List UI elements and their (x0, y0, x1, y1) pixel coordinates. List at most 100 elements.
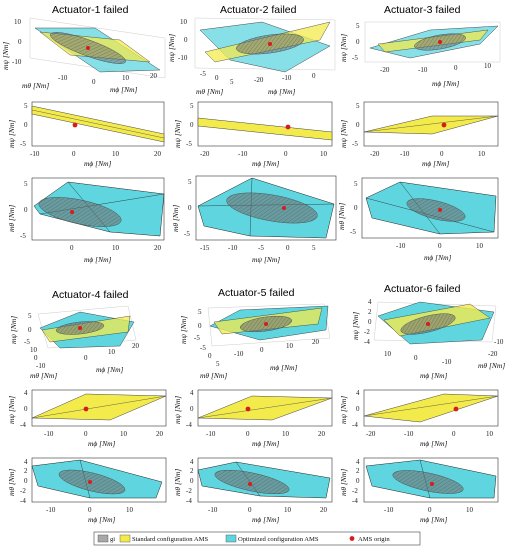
a5-x1b-t0: -10 (234, 350, 244, 358)
a6-side-ylabel: mθ [Nm] (339, 469, 348, 496)
a1-x2-t3: 20 (154, 150, 162, 158)
a2-x1b-t2: 0 (312, 72, 316, 80)
plot-a4-side (31, 457, 167, 503)
plot-a4-top (31, 389, 167, 427)
a6-y2-t0: 4 (356, 389, 360, 397)
a1-side-ylabel: mθ [Nm] (7, 205, 16, 232)
a4-y3-t4: -4 (20, 497, 26, 505)
a6-side-xlabel: mϕ [Nm] (420, 515, 448, 524)
a1-x2-t0: -10 (30, 150, 40, 158)
a2-y2-t2: -5 (186, 140, 192, 148)
a6-y1-t4: -4 (364, 338, 370, 346)
a5-x2-t1: 0 (246, 430, 250, 438)
a3-top-ylabel: mψ [Nm] (339, 120, 348, 148)
a5-y1-t2: -5 (194, 334, 200, 342)
a3-x2-t3: 10 (478, 150, 486, 158)
a2-y2-t1: 0 (190, 121, 194, 129)
a2-3d-ylabel: mψ [Nm] (167, 34, 176, 62)
a5-y3-t4: -4 (186, 497, 192, 505)
a6-x1b-t2: -10 (442, 358, 452, 366)
a6-top-xlabel: mϕ [Nm] (420, 439, 448, 448)
a2-x1a-t0: -5 (200, 70, 206, 78)
a4-side-xlabel: mϕ [Nm] (88, 515, 116, 524)
a4-x2-t1: 0 (84, 430, 88, 438)
a1-x1a-t0: -10 (58, 74, 68, 82)
plot-a1-top (31, 101, 165, 147)
a2-x2-t3: 10 (320, 150, 328, 158)
a1-y2-t0: 5 (24, 102, 28, 110)
plot-a1-side (31, 177, 165, 241)
a6-y3-t3: -2 (352, 487, 358, 495)
a4-top-ylabel: mψ [Nm] (7, 396, 16, 424)
a1-side-xlabel: mϕ [Nm] (84, 255, 112, 264)
a1-x1b-t2: 20 (150, 72, 158, 80)
a3-y3-t0: 5 (354, 180, 358, 188)
a5-3d-ylabel: mψ [Nm] (179, 316, 188, 344)
a4-x2-t0: -10 (44, 430, 54, 438)
a6-x2-t1: -10 (404, 430, 414, 438)
a2-x3-t2: -5 (258, 244, 264, 252)
a1-3d-xlabel2: mϕ [Nm] (110, 85, 138, 94)
a3-side-ylabel: mθ [Nm] (337, 203, 346, 230)
plot-a6-top (363, 389, 499, 427)
a1-y1-t2: -10 (12, 58, 22, 66)
a4-x1b-t0: 0 (84, 354, 88, 362)
a6-3d-xlabel: mϕ [Nm] (420, 371, 448, 380)
a1-y1-t1: 0 (18, 38, 22, 46)
legend: gi Standard configuration AMS Optimized … (93, 531, 421, 546)
a4-y1-t1: 0 (28, 326, 32, 334)
a2-x3-t1: -10 (228, 244, 238, 252)
a5-3d-xlabel: mθ [Nm] (200, 371, 227, 380)
a2-x1b-t1: -10 (282, 74, 292, 82)
a6-y1-t1: 2 (368, 308, 372, 316)
a5-y2-t4: -4 (186, 421, 192, 429)
a3-y2-t0: 5 (356, 102, 360, 110)
a1-x3-t1: 10 (112, 244, 120, 252)
a1-x3-t0: 0 (70, 244, 74, 252)
a5-3d-xlabel2: mϕ [Nm] (270, 363, 298, 372)
plot-a6-3d (373, 301, 497, 345)
a2-y3-t0: 5 (188, 178, 192, 186)
a1-x1b-t1: 10 (122, 74, 130, 82)
a5-x3-t1: 0 (248, 506, 252, 514)
a2-y2-t0: 5 (190, 102, 194, 110)
a4-y3-t0: 4 (24, 458, 28, 466)
plot-a2-side (195, 175, 337, 241)
a6-y3-t2: 0 (356, 477, 360, 485)
plot-a3-side (361, 177, 499, 239)
a5-x1a-t0: -5 (200, 344, 206, 352)
a4-x2-t3: 20 (156, 430, 164, 438)
plot-a5-top (197, 389, 333, 427)
legend-swatch-g (97, 534, 109, 543)
a3-x1-t0: -20 (380, 66, 390, 74)
a3-y2-t1: 0 (356, 121, 360, 129)
plot-a3-3d (364, 21, 501, 63)
a4-3d-xlabel: mθ [Nm] (30, 371, 57, 380)
legend-swatch-standard (119, 534, 131, 543)
a2-x1a-t2: 5 (230, 78, 234, 86)
a4-x3-t2: 10 (126, 506, 134, 514)
a5-x3-t3: 20 (320, 506, 328, 514)
title-actuator-4: Actuator-4 failed (52, 289, 129, 301)
a1-x1a-t1: 0 (92, 78, 96, 86)
a3-x2-t2: 0 (440, 150, 444, 158)
a3-y2-t2: -5 (352, 140, 358, 148)
a4-y2-t2: 0 (24, 405, 28, 413)
a5-y3-t3: -2 (186, 487, 192, 495)
legend-label-standard: Standard configuration AMS (132, 536, 209, 543)
a4-y1-t2: -5 (24, 338, 30, 346)
a4-y1-t0: 5 (28, 312, 32, 320)
a5-x3-t2: 10 (284, 506, 292, 514)
legend-label-optimized: Optimized configuration AMS (238, 536, 319, 543)
a6-y2-t2: 0 (356, 405, 360, 413)
a6-y1-t0: 4 (368, 298, 372, 306)
a5-x1a-t2: 5 (216, 360, 220, 368)
a2-side-xlabel: mψ [Nm] (252, 255, 280, 264)
a2-x3-t4: 5 (312, 244, 316, 252)
a6-x2-t3: 10 (486, 430, 494, 438)
a4-x1b-t2: 20 (132, 342, 140, 350)
a3-y1-t0: 5 (356, 22, 360, 30)
a2-3d-xlabel: mθ [Nm] (196, 87, 223, 96)
a6-x2-t2: 0 (452, 430, 456, 438)
a2-x1b-t0: -20 (254, 76, 264, 84)
